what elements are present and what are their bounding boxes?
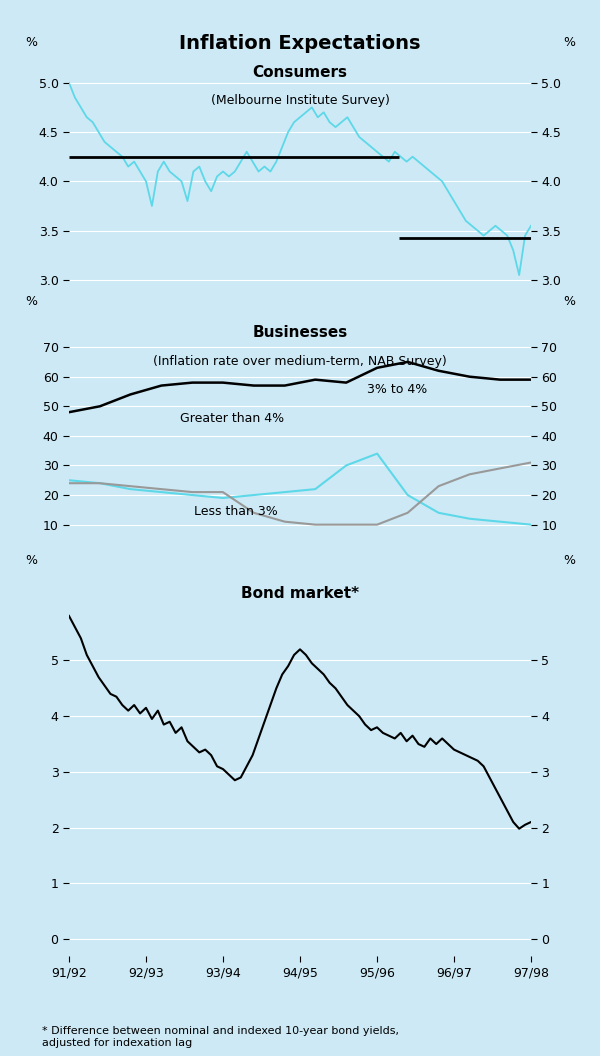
Text: %: %: [25, 554, 37, 567]
Text: (Melbourne Institute Survey): (Melbourne Institute Survey): [211, 94, 389, 107]
Text: Bond market*: Bond market*: [241, 586, 359, 602]
Text: (Inflation rate over medium-term, NAB Survey): (Inflation rate over medium-term, NAB Su…: [153, 356, 447, 369]
Text: Greater than 4%: Greater than 4%: [180, 412, 284, 425]
Text: Inflation Expectations: Inflation Expectations: [179, 34, 421, 53]
Text: %: %: [563, 295, 575, 308]
Text: Less than 3%: Less than 3%: [194, 505, 277, 518]
Text: Consumers: Consumers: [253, 65, 347, 80]
Text: * Difference between nominal and indexed 10-year bond yields,
adjusted for index: * Difference between nominal and indexed…: [42, 1026, 399, 1048]
Text: 3% to 4%: 3% to 4%: [367, 383, 427, 396]
Text: %: %: [25, 295, 37, 308]
Text: %: %: [25, 36, 37, 49]
Text: %: %: [563, 36, 575, 49]
Text: Businesses: Businesses: [253, 324, 347, 340]
Text: %: %: [563, 554, 575, 567]
